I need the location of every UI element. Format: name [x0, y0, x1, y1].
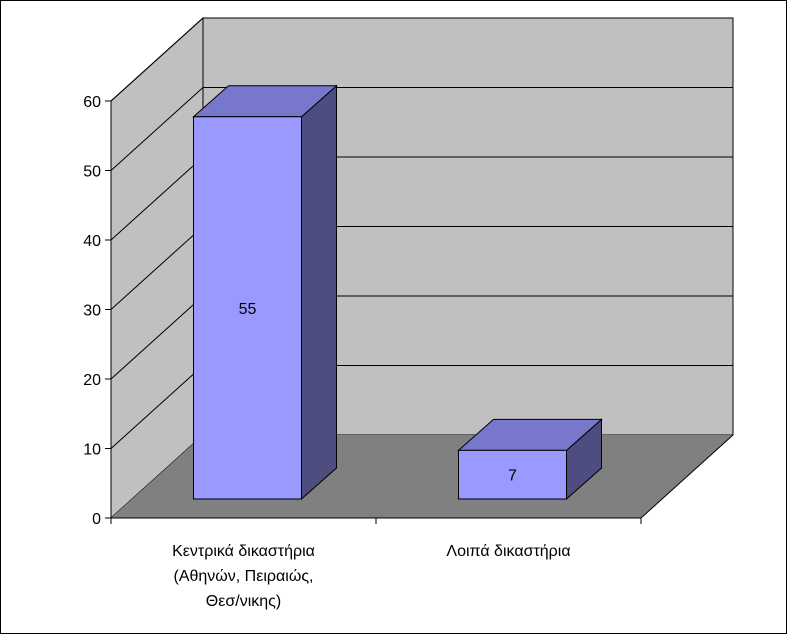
data-label: 7	[508, 468, 517, 485]
bar-1	[457, 418, 603, 501]
data-label: 55	[239, 301, 257, 318]
category-label: Λοιπά δικαστήρια	[446, 543, 570, 560]
category-label-line: (Αθηνών, Πειραιώς,	[174, 568, 314, 585]
gridline	[110, 17, 733, 102]
bar-0	[192, 84, 338, 501]
y-tick-label: 40	[83, 233, 101, 250]
gridline	[110, 87, 733, 171]
y-tick-label: 20	[83, 372, 101, 389]
y-tick-label: 60	[83, 94, 101, 111]
floor-edge	[640, 434, 734, 519]
category-label: Κεντρικά δικαστήρια (Αθηνών, Πειραιώς, Θεσ…	[172, 543, 315, 610]
y-tick-label: 0	[92, 511, 101, 528]
y-tick-label: 50	[83, 164, 101, 181]
category-label-line: Θεσ/νικης)	[206, 593, 281, 610]
y-tick-label: 10	[83, 442, 101, 459]
bar-front	[193, 116, 302, 500]
category-label-line: Λοιπά δικαστήρια	[446, 543, 570, 560]
bar-front	[458, 449, 567, 500]
y-tick-label: 30	[83, 303, 101, 320]
category-label-line: Κεντρικά δικαστήρια	[172, 543, 315, 560]
bar-side	[301, 84, 337, 501]
